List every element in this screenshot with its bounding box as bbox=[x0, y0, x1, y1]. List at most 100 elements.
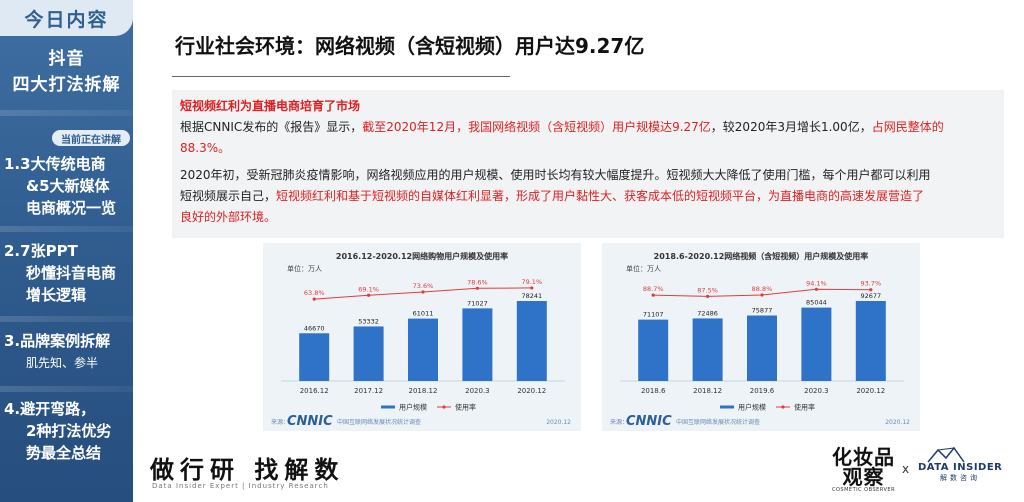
legend-line-label: 使用率 bbox=[794, 403, 815, 412]
usage-rate-point bbox=[814, 287, 818, 291]
cosmetic-observer-logo: 化妆品 观察 COSMETIC OBSERVER bbox=[832, 447, 895, 493]
bar-value-label: 85044 bbox=[806, 299, 827, 307]
x-tick-label: 2018.12 bbox=[693, 387, 722, 395]
usage-rate-point bbox=[651, 293, 655, 297]
sidebar: 今日内容 抖音 四大打法拆解 当前正在讲解 1.3大传统电商 &5大新媒体 电商… bbox=[0, 0, 133, 502]
source-prefix: 来源： bbox=[610, 418, 628, 426]
logo-separator: x bbox=[902, 462, 910, 476]
p2-text-a: 2020年初，受新冠肺炎疫情影响，网络视频应用的用户规模、使用时长均有较大幅度提… bbox=[180, 168, 931, 182]
title-divider bbox=[172, 76, 510, 77]
bar bbox=[299, 333, 330, 381]
bar-value-label: 75877 bbox=[752, 307, 773, 315]
bar bbox=[801, 307, 832, 381]
p2-text-b: 短视频展示自己， bbox=[180, 189, 277, 203]
sidebar-divider bbox=[0, 110, 133, 116]
line-value-label: 87.5% bbox=[697, 286, 718, 294]
source-date: 2020.12 bbox=[885, 419, 910, 426]
usage-rate-point bbox=[312, 297, 316, 301]
x-tick-label: 2020.12 bbox=[856, 387, 885, 395]
chart-unit: 单位：万人 bbox=[287, 264, 322, 273]
x-tick-label: 2020.3 bbox=[804, 387, 829, 395]
x-tick-label: 2017.12 bbox=[354, 387, 383, 395]
source-text: 中国互联网络发展状况统计调查 bbox=[676, 418, 760, 426]
sidebar-divider bbox=[0, 226, 133, 232]
page-title: 行业社会环境：网络视频（含短视频）用户达9.27亿 bbox=[175, 34, 645, 58]
sidebar-item-line: 肌先知、参半 bbox=[26, 356, 99, 370]
line-value-label: 69.1% bbox=[358, 285, 379, 293]
sidebar-item-ecommerce-overview[interactable]: 1.3大传统电商 &5大新媒体 电商概况一览 bbox=[0, 153, 133, 219]
sidebar-item-line: 秒懂抖音电商 bbox=[26, 264, 117, 282]
lead-text: 短视频红利为直播电商培育了市场 bbox=[180, 99, 361, 113]
data-insider-logo: DATA INSIDER 解数咨询 bbox=[918, 446, 1008, 483]
legend-line-marker bbox=[781, 405, 785, 409]
sidebar-divider bbox=[0, 316, 133, 322]
content-text-box: 短视频红利为直播电商培育了市场 根据CNNIC发布的《报告》显示，截至2020年… bbox=[172, 90, 1004, 238]
bar bbox=[638, 319, 669, 381]
legend-bar-label: 用户规模 bbox=[738, 403, 766, 412]
sidebar-item-line: 2种打法优劣 bbox=[26, 422, 112, 440]
cnnic-logo: CNNIC bbox=[287, 414, 333, 429]
bar-value-label: 61011 bbox=[413, 310, 434, 318]
usage-rate-point bbox=[706, 294, 710, 298]
chart-title: 2018.6-2020.12网络视频（含短视频）用户规模及使用率 bbox=[654, 251, 869, 261]
legend-line-marker bbox=[442, 405, 446, 409]
chart-online-shopping: 2016.12-2020.12网络购物用户规模及使用率单位：万人 46670 201… bbox=[263, 243, 581, 431]
x-tick-label: 2018.6 bbox=[641, 387, 666, 395]
chart-unit: 单位：万人 bbox=[626, 264, 661, 273]
x-tick-label: 2019.6 bbox=[750, 387, 775, 395]
p1-highlight-b: 截至2020年12月，我国网络视频（含短视频）用户规模达9.27亿 bbox=[362, 120, 711, 134]
sidebar-item-line: 4.避开弯路， bbox=[4, 400, 96, 418]
usage-rate-point bbox=[869, 288, 873, 292]
cosmetic-logo-sub: COSMETIC OBSERVER bbox=[832, 487, 896, 493]
bar bbox=[516, 301, 547, 381]
sidebar-item-line: 电商概况一览 bbox=[26, 199, 117, 217]
x-tick-label: 2018.12 bbox=[409, 387, 438, 395]
data-insider-cn: 解数咨询 bbox=[940, 474, 980, 482]
p1-highlight-d: 占网民整体的 bbox=[871, 120, 944, 134]
source-date: 2020.12 bbox=[546, 419, 571, 426]
p1-text-a: 根据CNNIC发布的《报告》显示， bbox=[180, 120, 363, 134]
sidebar-title: 抖音 四大打法拆解 bbox=[0, 46, 133, 98]
x-tick-label: 2016.12 bbox=[300, 387, 329, 395]
usage-rate-point bbox=[760, 293, 764, 297]
now-explaining-badge: 当前正在讲解 bbox=[52, 130, 130, 146]
p2-highlight-c: 短视频红利和基于短视频的自媒体红利显著，形成了用户黏性大、获客成本低的短视频平台… bbox=[276, 189, 925, 203]
data-insider-name: DATA INSIDER bbox=[918, 462, 1003, 473]
chart-online-video: 2018.6-2020.12网络视频（含短视频）用户规模及使用率单位：万人 711… bbox=[602, 243, 920, 431]
line-value-label: 93.7% bbox=[860, 280, 881, 288]
data-insider-mark-icon bbox=[927, 446, 965, 463]
bar bbox=[462, 308, 493, 381]
chart-title: 2016.12-2020.12网络购物用户规模及使用率 bbox=[336, 251, 508, 261]
bar bbox=[408, 318, 438, 381]
sidebar-title-line1: 抖音 bbox=[48, 49, 85, 69]
bar bbox=[747, 315, 777, 381]
usage-rate-point bbox=[530, 286, 534, 290]
p1-text-c: ，较2020年3月增长1.00亿， bbox=[710, 120, 872, 134]
sidebar-item-line: 1.3大传统电商 bbox=[4, 155, 106, 173]
bar-value-label: 46670 bbox=[304, 324, 325, 332]
legend-bar-label: 用户规模 bbox=[399, 403, 427, 412]
sidebar-item-brand-cases[interactable]: 3.品牌案例拆解 肌先知、参半 bbox=[0, 330, 133, 374]
line-value-label: 79.1% bbox=[521, 278, 542, 286]
now-explaining-label: 当前正在讲解 bbox=[61, 134, 121, 146]
bar-value-label: 71107 bbox=[643, 311, 664, 319]
today-content-tab[interactable]: 今日内容 bbox=[0, 0, 133, 36]
x-tick-label: 2020.3 bbox=[465, 387, 490, 395]
sidebar-item-line: 势最全总结 bbox=[26, 444, 102, 462]
usage-rate-point bbox=[367, 293, 371, 297]
legend-line-label: 使用率 bbox=[455, 403, 476, 412]
cosmetic-logo-line2: 观察 bbox=[842, 465, 885, 489]
line-value-label: 94.1% bbox=[806, 279, 827, 287]
bar bbox=[855, 301, 886, 381]
line-value-label: 63.8% bbox=[304, 289, 325, 297]
line-value-label: 88.8% bbox=[752, 285, 773, 293]
sidebar-item-growth-logic[interactable]: 2.7张PPT 秒懂抖音电商 增长逻辑 bbox=[0, 240, 133, 306]
sidebar-item-strategy-summary[interactable]: 4.避开弯路， 2种打法优劣 势最全总结 bbox=[0, 398, 133, 464]
usage-rate-point bbox=[475, 286, 479, 290]
bar bbox=[692, 318, 723, 381]
footer-slogan: 做行研 找解数 bbox=[150, 456, 345, 484]
bar-value-label: 53332 bbox=[358, 317, 379, 325]
x-tick-label: 2020.12 bbox=[517, 387, 546, 395]
cosmetic-logo-line1: 化妆品 bbox=[832, 445, 896, 469]
